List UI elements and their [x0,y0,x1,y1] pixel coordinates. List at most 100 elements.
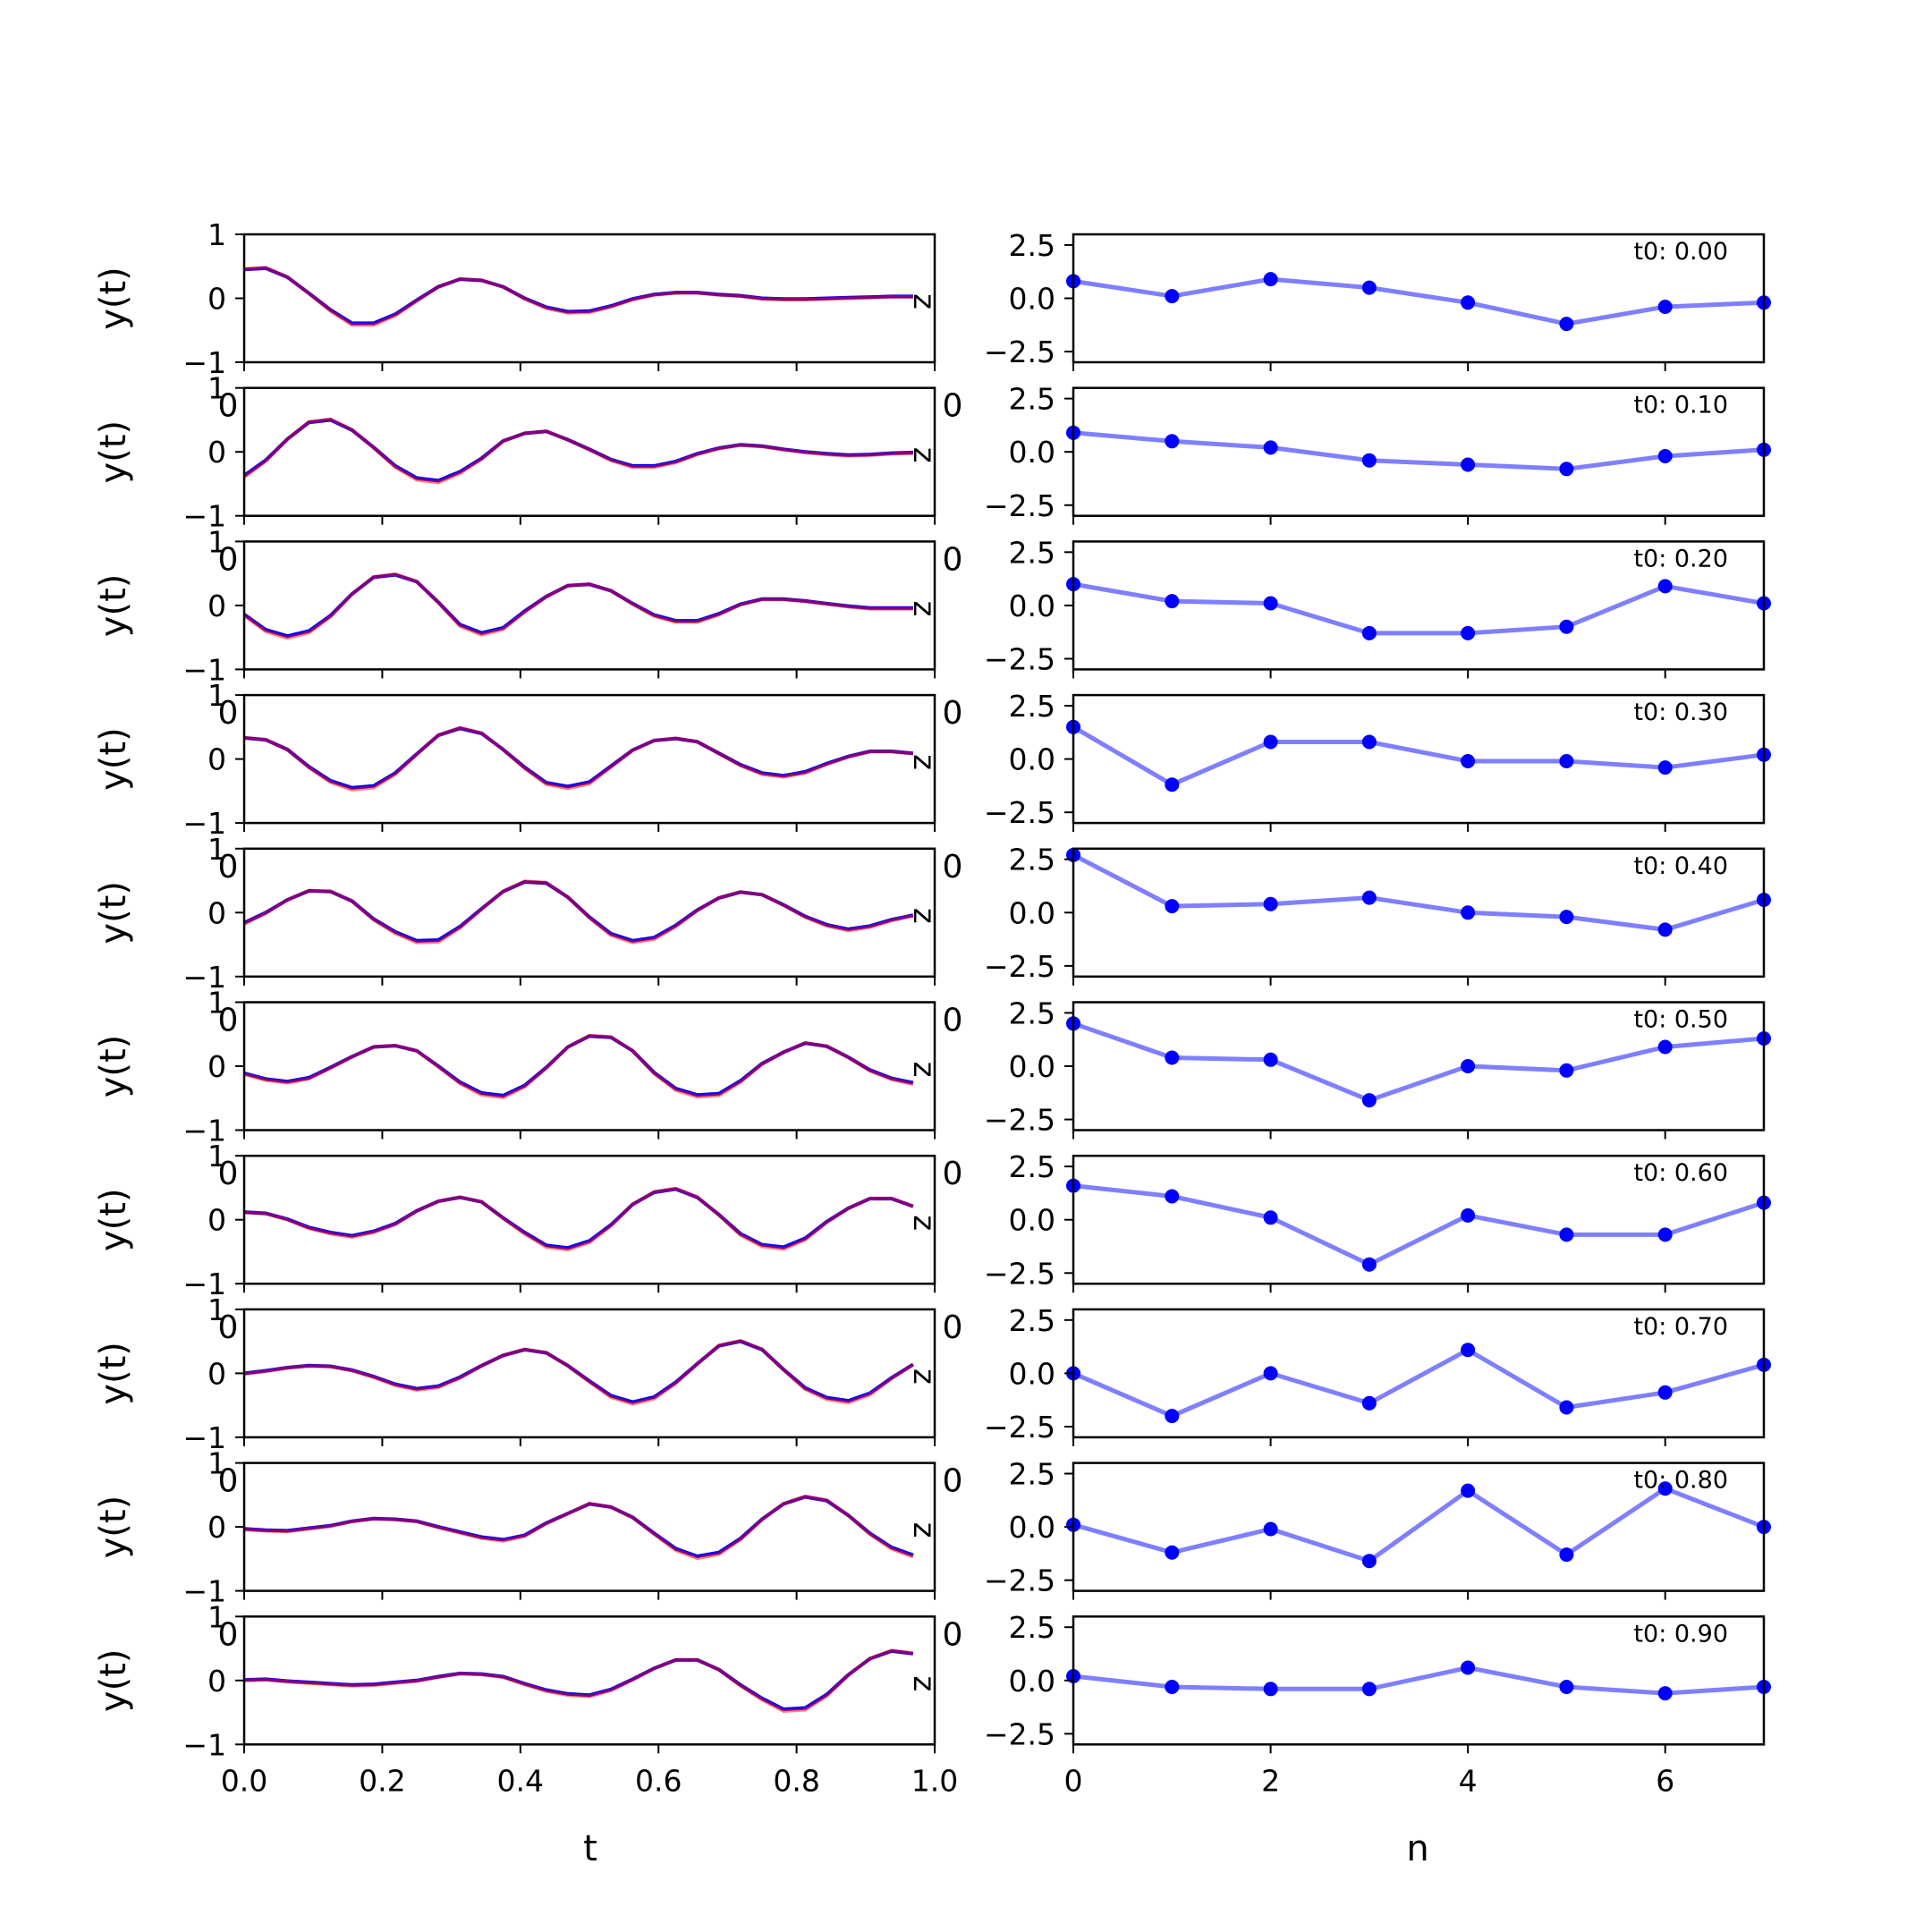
y-tick-label: −1 [182,1574,226,1609]
coef-point [1165,434,1180,449]
right-axes-7: 2.5 0.0 −2.5 t0: 0.70 0 [943,1303,1771,1446]
y-tick-label: 2.5 [1009,228,1055,263]
y-tick-label: −1 [182,960,226,995]
y-tick-label: 0.0 [1009,1049,1055,1084]
y-tick-label: 0.0 [1009,282,1055,317]
signal-line-pred [244,879,914,945]
y-tick-label: 0 [208,895,226,930]
coef-point [1657,1385,1673,1400]
x-tick-label: 0.2 [359,1763,405,1798]
right-axes-8: 2.5 0.0 −2.5 t0: 0.80 0 [943,1457,1771,1600]
y-tick-label: −1 [182,806,226,841]
coef-point [1461,457,1476,472]
coef-point [1361,734,1377,750]
coef-line [1072,1665,1765,1696]
coef-point [1461,1208,1476,1223]
coef-point [1361,625,1377,640]
coef-point [1559,1063,1574,1078]
signal-line-pred [244,417,913,485]
coef-line [1072,430,1765,471]
ghost-label-right: 0 [943,541,963,578]
coef-point [1461,1059,1476,1073]
right-axes-5: 2.5 0.0 −2.5 t0: 0.50 0 [943,996,1771,1140]
x-tick-label: 0.8 [773,1763,819,1798]
coef-line [1072,724,1765,787]
coef-point [1657,449,1673,463]
y-tick-label: 0 [208,282,226,317]
y-tick-label: 0.0 [1009,742,1055,777]
y-tick-label: −1 [182,1114,226,1148]
z-axis-label: z [906,600,942,616]
y-tick-label: 0 [208,1356,226,1391]
coef-point [1657,1481,1673,1496]
coef-point [1165,1050,1180,1065]
time-offset-annotation: t0: 0.50 [1633,1006,1728,1034]
y-axis-label: y(t) [93,1342,134,1405]
ghost-label-left: 0 [218,849,239,886]
y-tick-label: 1 [208,524,226,559]
x-tick-label: 0.0 [221,1763,267,1798]
coef-point [1361,453,1377,468]
ghost-label-left: 0 [218,1156,239,1192]
signal-line-pred [244,1494,914,1561]
x-tick-label: 4 [1459,1763,1478,1798]
y-axis-label: y(t) [93,1496,134,1559]
ghost-label-right: 0 [943,1003,963,1039]
ghost-label-right: 0 [943,1616,963,1653]
coef-point [1461,754,1476,768]
y-tick-label: −2.5 [984,1256,1055,1291]
y-tick-label: 0.0 [1009,895,1055,930]
y-tick-label: 1 [208,371,226,406]
coef-point [1559,1680,1574,1694]
z-axis-label: z [906,1368,942,1385]
coef-point [1263,1366,1278,1381]
signal-line-pred [244,266,913,327]
coef-point [1559,619,1574,634]
y-tick-label: −2.5 [984,1103,1055,1138]
y-tick-label: −2.5 [984,1716,1055,1751]
y-tick-label: −2.5 [984,335,1055,369]
left-axes-0: −1 0 1 y(t) z [93,217,942,380]
right-axes-1: 2.5 0.0 −2.5 t0: 0.10 0 [943,382,1771,525]
coef-line [1072,1183,1765,1267]
z-axis-label: z [906,1522,942,1538]
coef-line [1072,276,1765,326]
y-tick-label: 0 [208,1664,226,1699]
y-axis-label: y(t) [93,420,134,484]
x-tick-label: 0.4 [497,1763,544,1798]
y-axis-label: y(t) [93,1035,134,1098]
coef-point [1263,1521,1278,1537]
right-axes-0: 2.5 0.0 −2.5 t0: 0.00 [984,228,1771,371]
coef-point [1657,1686,1673,1701]
coef-point [1657,300,1673,314]
z-axis-label: z [906,1675,942,1691]
coef-point [1559,1400,1574,1415]
x-tick-label: 2 [1261,1763,1280,1798]
z-axis-label: z [906,908,942,924]
right-axes-9: 2.5 0.0 −2.5 0 2 4 6 t0: 0.90 0 [943,1610,1771,1798]
y-tick-label: 2.5 [1009,689,1055,724]
y-tick-label: 0 [208,589,226,623]
time-offset-annotation: t0: 0.90 [1633,1620,1728,1648]
y-tick-label: 1 [208,986,226,1021]
coef-point [1657,579,1673,594]
ghost-label-right: 0 [943,1463,963,1500]
coef-point [1165,1409,1180,1424]
y-tick-label: −2.5 [984,488,1055,523]
coef-point [1461,295,1476,310]
coef-point [1165,594,1180,609]
signal-line-pred [244,1648,914,1714]
z-axis-label: z [906,1062,942,1078]
coef-point [1657,922,1673,937]
time-offset-annotation: t0: 0.70 [1633,1313,1728,1341]
y-tick-label: 0 [208,1049,226,1084]
coef-point [1165,1545,1180,1560]
left-x-axis-label: t [583,1828,597,1869]
ghost-label-left: 0 [218,1616,239,1653]
signal-line-pred [244,1033,914,1099]
x-tick-label: 1.0 [911,1763,958,1798]
